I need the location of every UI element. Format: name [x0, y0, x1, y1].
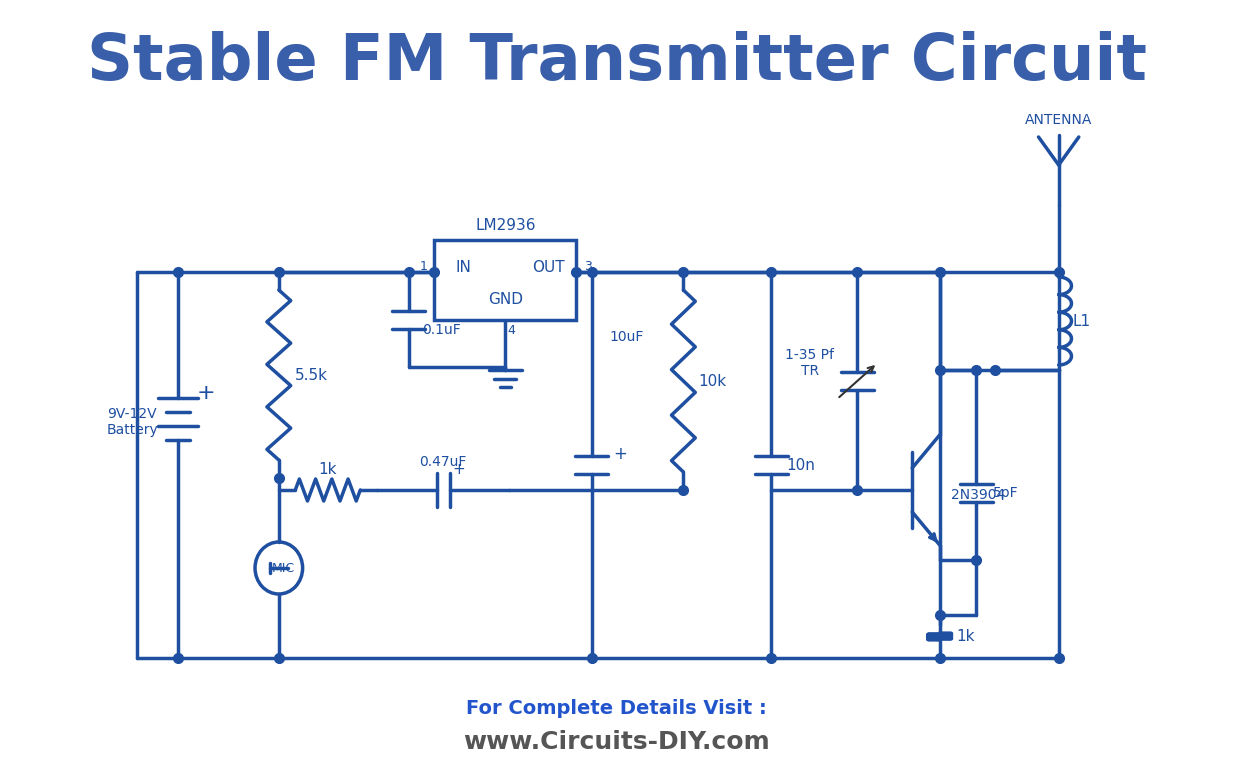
- Text: For Complete Details Visit :: For Complete Details Visit :: [466, 699, 767, 717]
- Text: +: +: [196, 383, 215, 403]
- Text: 10k: 10k: [699, 374, 726, 388]
- Text: 1k: 1k: [318, 462, 337, 478]
- Text: 3: 3: [583, 260, 592, 273]
- Text: +: +: [613, 445, 626, 463]
- Bar: [434, 240, 576, 320]
- Text: 10uF: 10uF: [609, 330, 644, 344]
- Text: ANTENNA: ANTENNA: [1025, 113, 1092, 127]
- Text: 2N3904: 2N3904: [951, 488, 1005, 502]
- Text: MIC: MIC: [271, 562, 295, 574]
- Text: LM2936: LM2936: [475, 218, 535, 232]
- Text: +: +: [453, 462, 465, 478]
- Text: 5pF: 5pF: [993, 486, 1018, 500]
- Text: 0.47uF: 0.47uF: [419, 455, 467, 469]
- Text: L1: L1: [1073, 313, 1091, 329]
- Text: 1: 1: [419, 260, 427, 273]
- Text: 1-35 Pf
TR: 1-35 Pf TR: [785, 348, 835, 378]
- Text: 10n: 10n: [787, 458, 815, 472]
- Text: 4: 4: [507, 323, 515, 336]
- Text: www.Circuits-DIY.com: www.Circuits-DIY.com: [464, 730, 769, 754]
- Text: GND: GND: [488, 292, 523, 308]
- Text: 5.5k: 5.5k: [295, 368, 328, 382]
- Text: Stable FM Transmitter Circuit: Stable FM Transmitter Circuit: [86, 31, 1147, 93]
- Text: IN: IN: [456, 260, 472, 276]
- Text: 9V-12V
Battery: 9V-12V Battery: [106, 407, 158, 437]
- Text: 0.1uF: 0.1uF: [423, 322, 461, 336]
- Text: OUT: OUT: [533, 260, 565, 276]
- Text: 1k: 1k: [956, 629, 974, 644]
